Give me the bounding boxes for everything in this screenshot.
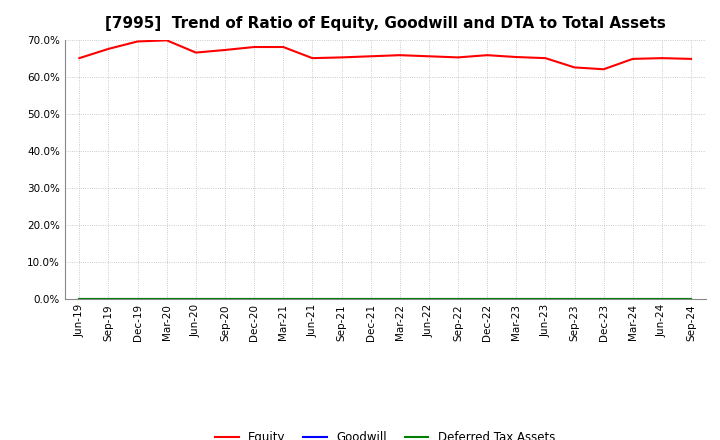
Deferred Tax Assets [75, 297, 84, 302]
Equity [629, 56, 637, 62]
Legend: Equity, Goodwill, Deferred Tax Assets: Equity, Goodwill, Deferred Tax Assets [210, 427, 560, 440]
Equity [395, 52, 404, 58]
Goodwill [541, 297, 550, 302]
Equity [163, 38, 171, 43]
Goodwill [657, 297, 666, 302]
Goodwill [454, 297, 462, 302]
Equity [75, 55, 84, 61]
Equity [541, 55, 550, 61]
Goodwill [104, 297, 113, 302]
Deferred Tax Assets [192, 297, 200, 302]
Equity [570, 65, 579, 70]
Deferred Tax Assets [279, 297, 287, 302]
Equity [220, 48, 229, 53]
Goodwill [75, 297, 84, 302]
Goodwill [425, 297, 433, 302]
Deferred Tax Assets [163, 297, 171, 302]
Equity [337, 55, 346, 60]
Goodwill [366, 297, 375, 302]
Deferred Tax Assets [220, 297, 229, 302]
Equity [425, 54, 433, 59]
Deferred Tax Assets [366, 297, 375, 302]
Goodwill [687, 297, 696, 302]
Equity [657, 55, 666, 61]
Line: Equity: Equity [79, 40, 691, 69]
Deferred Tax Assets [104, 297, 113, 302]
Goodwill [570, 297, 579, 302]
Deferred Tax Assets [133, 297, 142, 302]
Goodwill [220, 297, 229, 302]
Deferred Tax Assets [308, 297, 317, 302]
Deferred Tax Assets [599, 297, 608, 302]
Deferred Tax Assets [454, 297, 462, 302]
Equity [483, 52, 492, 58]
Deferred Tax Assets [570, 297, 579, 302]
Equity [133, 39, 142, 44]
Deferred Tax Assets [687, 297, 696, 302]
Equity [279, 44, 287, 50]
Goodwill [163, 297, 171, 302]
Goodwill [512, 297, 521, 302]
Deferred Tax Assets [337, 297, 346, 302]
Equity [512, 55, 521, 60]
Equity [599, 66, 608, 72]
Equity [104, 46, 113, 51]
Deferred Tax Assets [512, 297, 521, 302]
Title: [7995]  Trend of Ratio of Equity, Goodwill and DTA to Total Assets: [7995] Trend of Ratio of Equity, Goodwil… [105, 16, 665, 32]
Equity [308, 55, 317, 61]
Deferred Tax Assets [395, 297, 404, 302]
Deferred Tax Assets [657, 297, 666, 302]
Equity [687, 56, 696, 62]
Goodwill [599, 297, 608, 302]
Deferred Tax Assets [541, 297, 550, 302]
Goodwill [133, 297, 142, 302]
Goodwill [483, 297, 492, 302]
Goodwill [629, 297, 637, 302]
Goodwill [337, 297, 346, 302]
Equity [454, 55, 462, 60]
Goodwill [308, 297, 317, 302]
Deferred Tax Assets [425, 297, 433, 302]
Deferred Tax Assets [629, 297, 637, 302]
Goodwill [250, 297, 258, 302]
Goodwill [192, 297, 200, 302]
Equity [366, 54, 375, 59]
Goodwill [279, 297, 287, 302]
Deferred Tax Assets [250, 297, 258, 302]
Equity [250, 44, 258, 50]
Equity [192, 50, 200, 55]
Goodwill [395, 297, 404, 302]
Deferred Tax Assets [483, 297, 492, 302]
